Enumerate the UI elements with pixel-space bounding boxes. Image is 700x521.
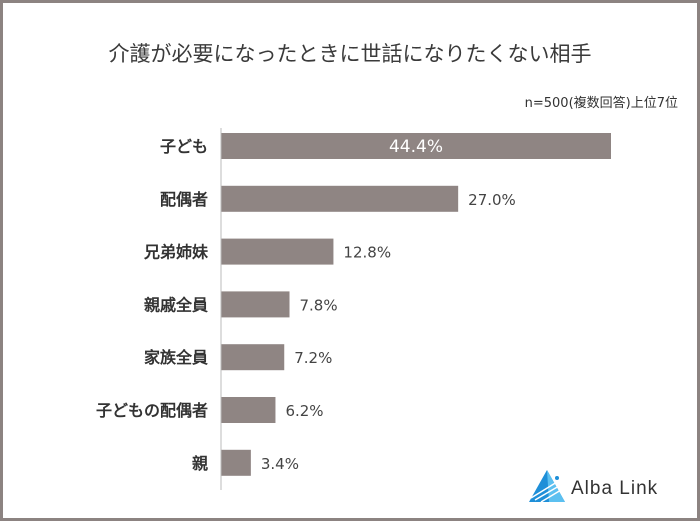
brand-logo: Alba Link — [527, 468, 687, 508]
data-label: 6.2% — [285, 402, 323, 420]
bar — [221, 133, 611, 159]
category-label: 兄弟姉妹 — [143, 243, 209, 262]
logo-text: Alba Link — [571, 478, 659, 499]
data-label: 7.8% — [300, 296, 338, 314]
chart-subtitle: n=500(複数回答)上位7位 — [524, 96, 678, 111]
logo-triangle-icon — [529, 470, 565, 503]
category-label: 子どもの配偶者 — [96, 401, 208, 420]
category-label: 家族全員 — [144, 348, 208, 367]
data-label: 7.2% — [294, 349, 332, 367]
bar — [221, 449, 251, 476]
category-label: 親戚全員 — [144, 295, 208, 314]
data-label: 27.0% — [468, 191, 516, 209]
bar — [221, 238, 334, 265]
bar — [221, 291, 290, 318]
category-label: 子ども — [160, 137, 208, 156]
bar — [221, 344, 285, 371]
data-label: 3.4% — [261, 455, 299, 473]
data-label: 44.4% — [389, 137, 443, 157]
category-label: 配偶者 — [160, 190, 208, 209]
category-label: 親 — [192, 454, 208, 473]
bar — [221, 185, 459, 212]
chart-title: 介護が必要になったときに世話になりたくない相手 — [108, 42, 592, 66]
data-label: 12.8% — [343, 244, 391, 262]
bar — [221, 397, 276, 423]
